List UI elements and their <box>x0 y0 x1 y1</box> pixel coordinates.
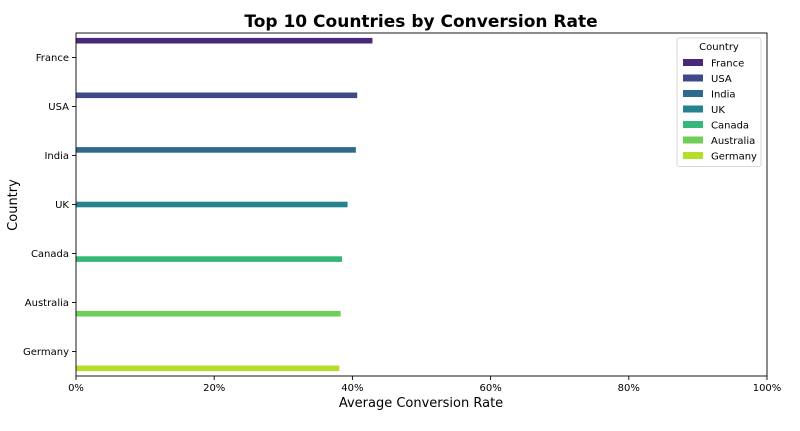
plot-area <box>75 32 768 377</box>
legend-swatch-india <box>683 90 703 97</box>
x-tick-label: 40% <box>341 383 363 394</box>
y-tick-label: Australia <box>25 298 69 309</box>
x-tick-label: 100% <box>753 383 782 394</box>
legend-swatch-france <box>683 59 703 66</box>
x-tick-label: 60% <box>479 383 501 394</box>
bar-germany <box>76 365 340 372</box>
x-tick-label: 80% <box>618 383 640 394</box>
legend-label-australia: Australia <box>711 136 755 147</box>
legend-swatch-usa <box>683 74 703 82</box>
legend-label-germany: Germany <box>711 152 757 163</box>
bar-australia <box>76 310 341 317</box>
legend-label-france: France <box>711 59 744 70</box>
y-tick-label: India <box>44 151 69 162</box>
chart-title: Top 10 Countries by Conversion Rate <box>244 12 597 32</box>
y-axis-label: Country <box>6 179 21 231</box>
legend: Country France USA India UK Canada Australia Ge… <box>676 37 762 167</box>
bar-france <box>76 37 373 44</box>
legend-label-canada: Canada <box>711 121 749 132</box>
legend-swatch-australia <box>683 136 703 144</box>
bar-canada <box>76 256 343 262</box>
bar-india <box>76 147 356 153</box>
legend-box <box>676 37 762 167</box>
legend-swatch-canada <box>683 121 703 128</box>
x-tick-label: 0% <box>68 383 84 394</box>
bar-usa <box>76 92 358 99</box>
x-axis-label: Average Conversion Rate <box>339 396 503 411</box>
legend-label-usa: USA <box>711 74 732 85</box>
x-tick-label: 20% <box>203 383 225 394</box>
legend-label-india: India <box>711 90 736 101</box>
y-tick-label: Canada <box>31 249 69 260</box>
y-tick-label: France <box>36 53 69 64</box>
y-tick-label: Germany <box>23 347 69 358</box>
y-tick-label: UK <box>55 200 69 211</box>
x-axis: 0% 20% 40% 60% 80% 100% <box>68 376 781 394</box>
y-axis: France USA India UK Canada Australia Germany <box>23 53 76 358</box>
legend-swatch-uk <box>683 105 703 113</box>
legend-title: Country <box>699 42 739 53</box>
legend-swatch-germany <box>683 152 703 159</box>
legend-label-uk: UK <box>711 105 725 116</box>
y-tick-label: USA <box>48 102 69 113</box>
bar-uk <box>76 201 348 208</box>
